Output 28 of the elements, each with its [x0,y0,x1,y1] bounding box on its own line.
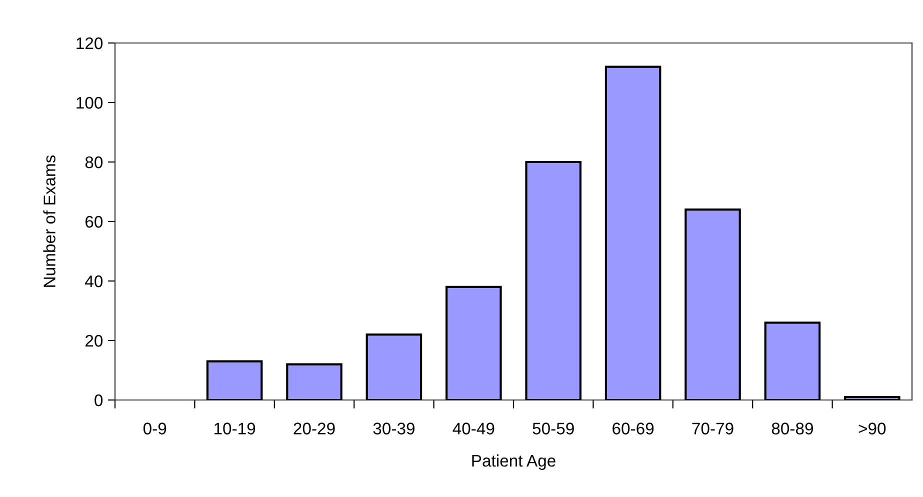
bar [206,360,263,400]
x-tick-label: 20-29 [294,422,335,434]
x-tick-label: >90 [858,422,886,434]
y-tick-label: 60 [86,216,103,228]
bar [764,322,821,400]
bar [844,396,900,400]
y-tick-label: 40 [85,275,103,288]
x-tick-label: 0-9 [143,422,166,434]
y-axis-title: Number of Exams [43,155,56,287]
y-tick-label: 100 [76,96,103,109]
x-tick-label: 30-39 [373,422,414,434]
x-tick-label: 60-69 [612,422,654,434]
x-tick-label: 40-49 [452,422,494,434]
y-tick-label: 120 [76,37,103,50]
x-tick-label: 50-59 [532,422,574,434]
bar [684,208,741,400]
y-tick-label: 80 [85,156,103,168]
x-tick-label: 80-89 [772,422,813,434]
y-tick-label: 20 [85,334,103,347]
x-tick-label: 10-19 [214,422,256,434]
y-tick-label: 0 [94,394,103,406]
bar [446,286,502,400]
bar [366,334,422,400]
bar [604,66,662,400]
bar [286,363,342,400]
x-axis-title: Patient Age [472,454,556,470]
x-tick-label: 70-79 [692,422,734,434]
bar [525,160,582,400]
